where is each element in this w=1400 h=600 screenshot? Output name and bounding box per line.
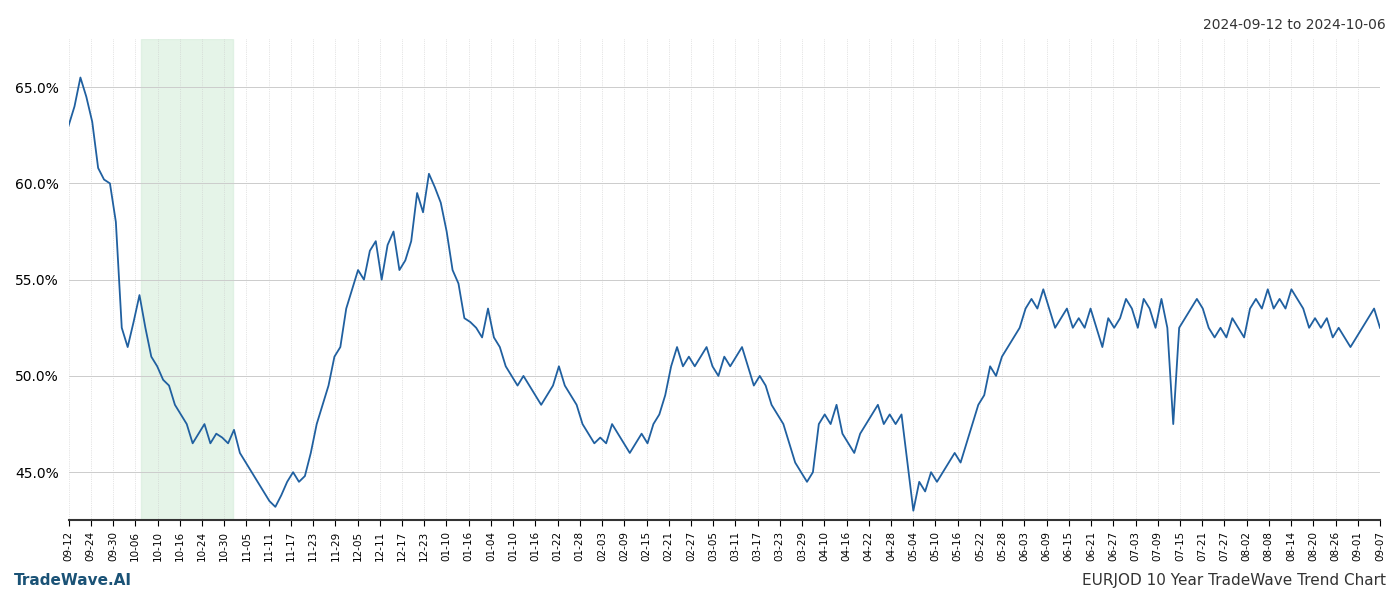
Text: 2024-09-12 to 2024-10-06: 2024-09-12 to 2024-10-06 — [1203, 18, 1386, 32]
Bar — [141, 39, 232, 520]
Text: TradeWave.AI: TradeWave.AI — [14, 573, 132, 588]
Text: EURJOD 10 Year TradeWave Trend Chart: EURJOD 10 Year TradeWave Trend Chart — [1082, 573, 1386, 588]
